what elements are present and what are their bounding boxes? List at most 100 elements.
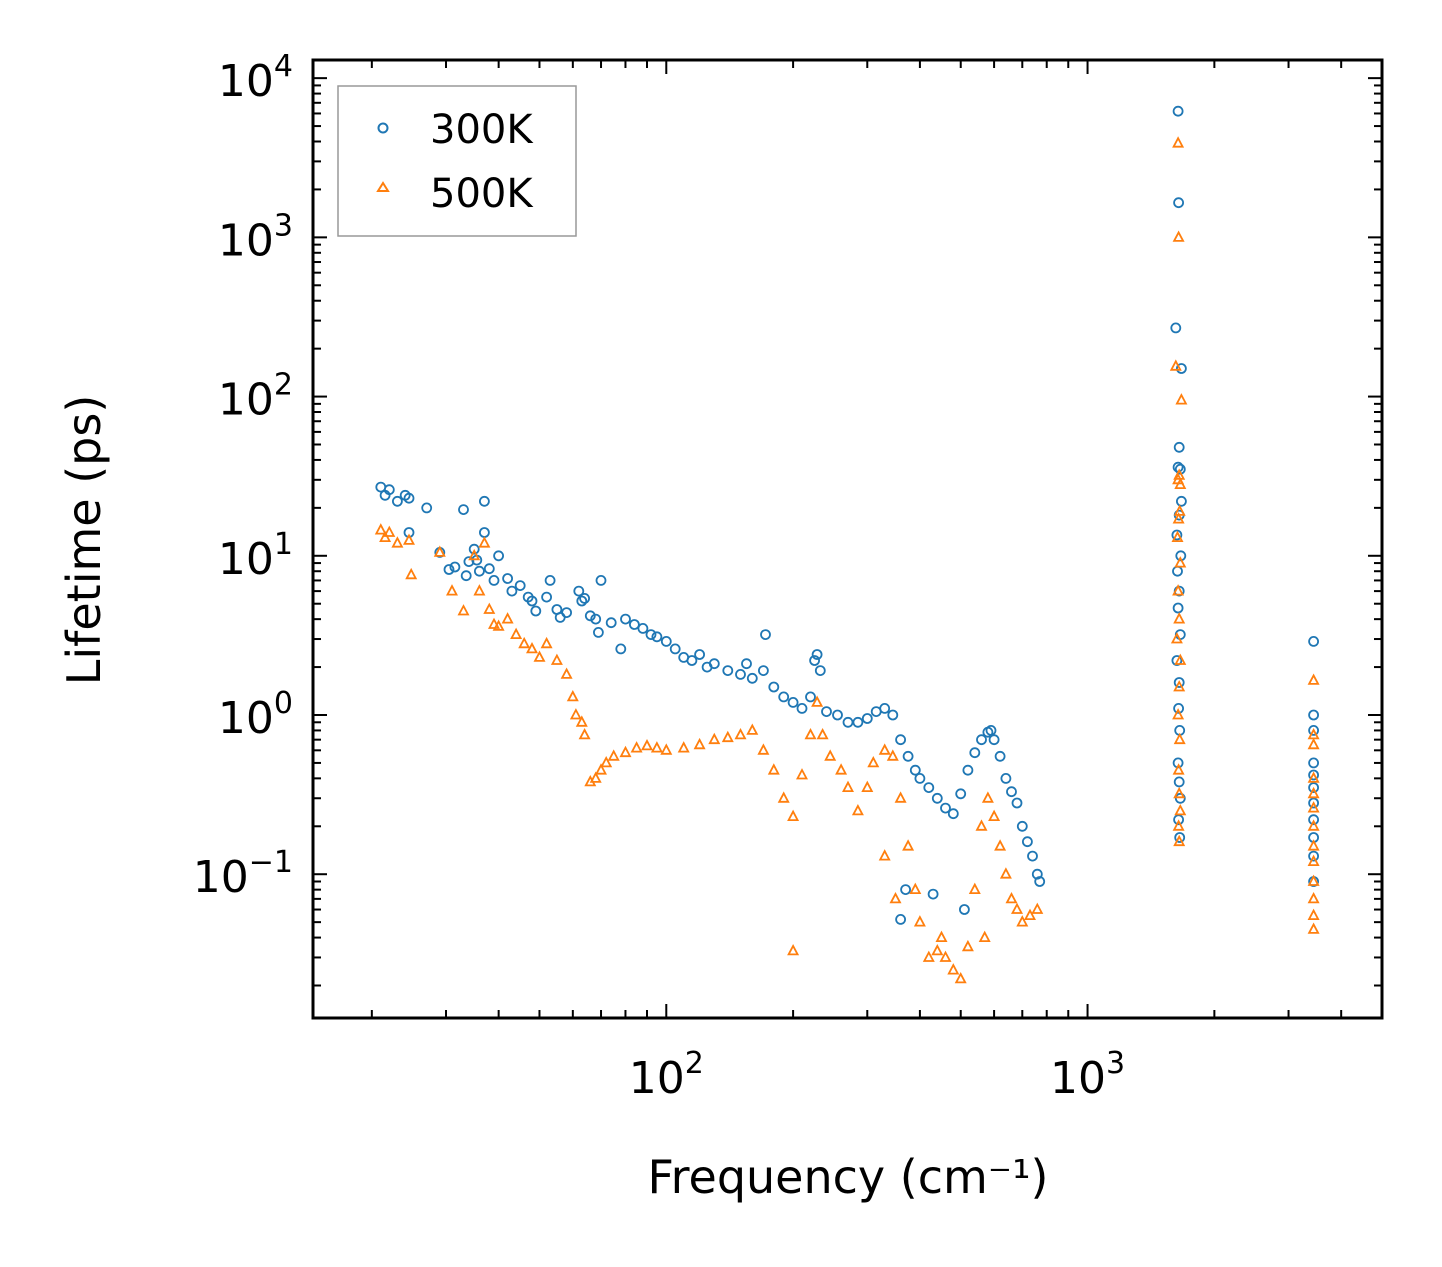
data-point <box>708 658 720 670</box>
data-points <box>374 105 1320 984</box>
data-point <box>677 741 690 753</box>
data-point <box>584 610 596 622</box>
data-point <box>959 904 970 915</box>
data-point <box>502 573 514 584</box>
data-point <box>433 545 446 557</box>
data-point <box>758 665 769 676</box>
data-point <box>645 629 657 640</box>
data-point <box>1172 819 1185 831</box>
data-point <box>492 619 505 631</box>
data-point <box>778 691 790 703</box>
data-point <box>978 930 991 942</box>
data-point <box>1016 820 1028 832</box>
data-point <box>629 619 640 630</box>
data-point <box>981 791 994 803</box>
data-point <box>1031 902 1044 914</box>
data-point <box>478 527 490 538</box>
data-point <box>478 536 491 548</box>
data-point <box>999 867 1012 879</box>
data-point <box>468 543 480 555</box>
data-point <box>757 743 770 755</box>
data-point <box>544 575 556 586</box>
data-point <box>909 882 922 894</box>
data-point <box>391 536 404 548</box>
data-point <box>867 755 880 768</box>
data-point <box>811 695 824 707</box>
data-point <box>468 548 481 561</box>
data-point <box>1000 773 1012 784</box>
data-point <box>895 734 906 746</box>
data-point <box>590 613 602 625</box>
data-point <box>1308 709 1319 721</box>
data-point <box>1172 602 1184 614</box>
data-point <box>886 749 899 761</box>
data-point <box>1011 902 1023 914</box>
y-axis-label: Lifetime (ps) <box>57 395 111 686</box>
data-point <box>1173 441 1185 453</box>
data-point <box>1173 703 1184 714</box>
data-point <box>518 636 531 649</box>
data-point <box>746 672 758 684</box>
data-point <box>902 750 914 762</box>
data-point <box>1016 915 1029 927</box>
data-point <box>824 749 837 761</box>
data-point <box>1173 468 1186 480</box>
data-point <box>1175 393 1188 405</box>
y-tick-label: 10−1 <box>193 845 293 903</box>
data-point <box>630 741 643 753</box>
legend-label-300k: 300K <box>430 107 534 153</box>
data-point <box>816 727 829 740</box>
data-point <box>1031 868 1043 880</box>
data-point <box>1307 786 1320 799</box>
data-point <box>576 595 588 607</box>
data-point <box>578 727 591 740</box>
data-point <box>1172 512 1185 524</box>
data-point <box>530 605 542 617</box>
data-point <box>787 697 799 708</box>
data-point <box>533 650 546 662</box>
data-point <box>1170 632 1183 644</box>
data-point <box>1307 908 1320 920</box>
data-point <box>383 484 395 496</box>
data-point <box>721 730 734 743</box>
data-point <box>804 727 817 740</box>
data-point <box>1308 797 1319 809</box>
data-point <box>595 575 607 586</box>
data-point <box>403 533 415 545</box>
data-point <box>1172 565 1183 577</box>
data-point <box>842 716 854 728</box>
data-point <box>619 745 632 758</box>
data-point <box>1024 908 1036 920</box>
data-point <box>994 839 1007 851</box>
data-point <box>976 734 987 746</box>
data-point <box>954 971 967 984</box>
legend-marker-500k <box>376 181 390 192</box>
data-point <box>796 768 808 780</box>
data-point <box>746 723 759 735</box>
data-point <box>708 732 721 745</box>
data-point <box>1006 786 1017 798</box>
data-point <box>1173 786 1186 799</box>
data-point <box>1308 725 1319 736</box>
data-point <box>889 891 902 904</box>
data-point <box>1174 653 1187 665</box>
data-point <box>694 649 705 660</box>
data-point <box>1022 836 1033 848</box>
data-point <box>1005 891 1018 904</box>
data-point <box>615 643 627 655</box>
data-point <box>861 713 873 724</box>
data-point <box>923 782 935 793</box>
data-point <box>913 915 926 927</box>
data-point <box>994 750 1006 762</box>
y-tick-label: 103 <box>218 208 293 266</box>
data-point <box>421 502 433 514</box>
data-point <box>1308 850 1319 862</box>
data-point <box>620 613 631 625</box>
data-point <box>947 963 960 975</box>
data-point <box>1307 854 1320 866</box>
data-point <box>473 584 486 596</box>
data-point <box>851 803 864 816</box>
data-point <box>1172 763 1185 775</box>
data-point <box>460 570 472 582</box>
